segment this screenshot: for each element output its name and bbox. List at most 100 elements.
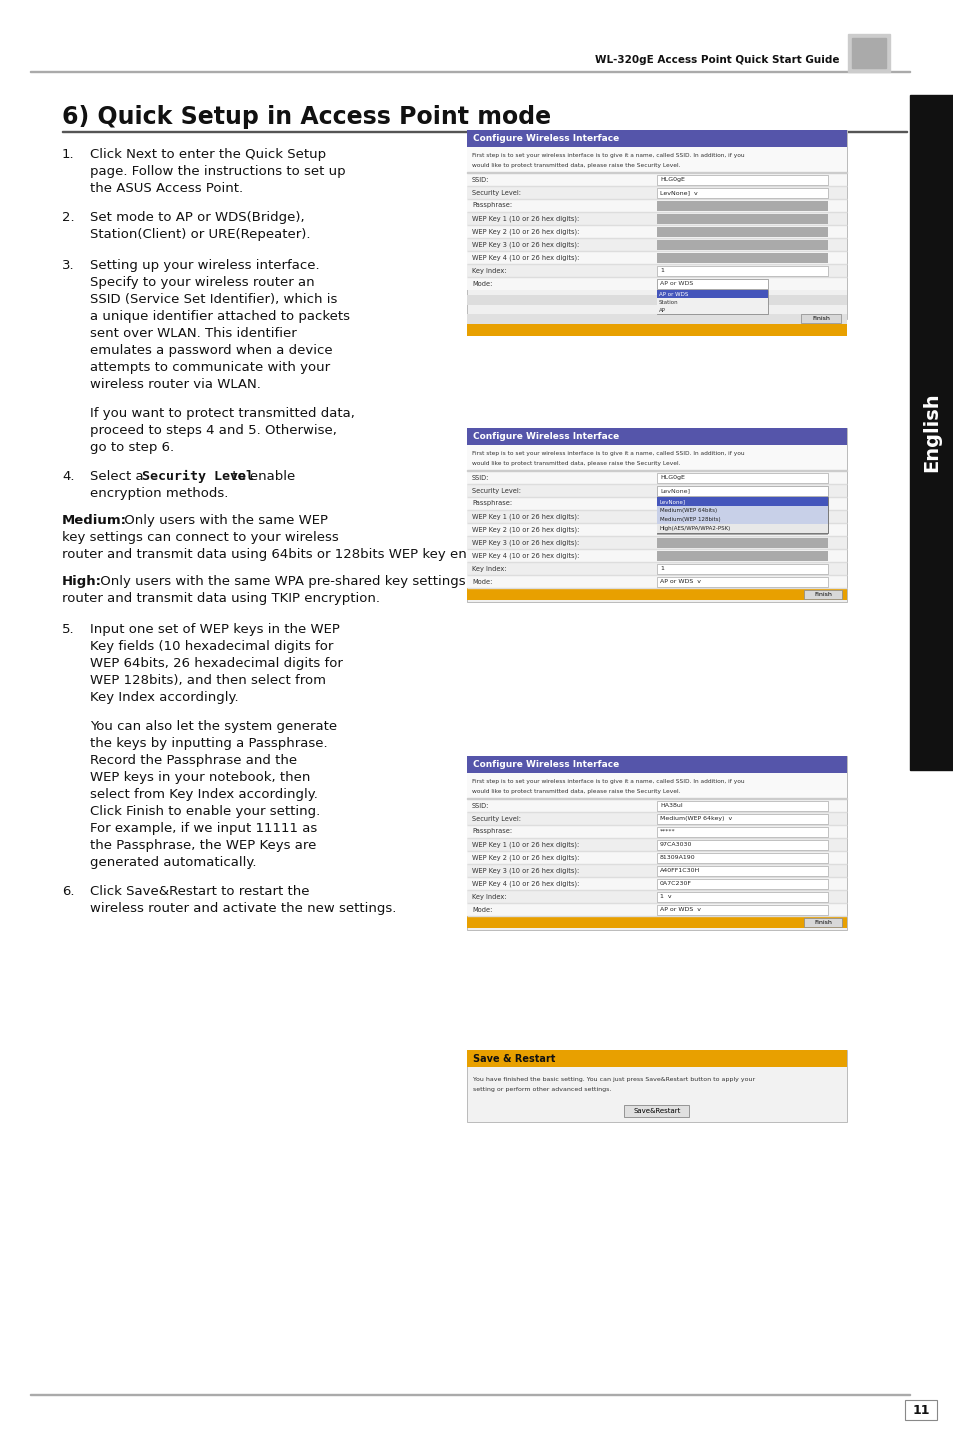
Text: Set mode to AP or WDS(Bridge),: Set mode to AP or WDS(Bridge), [90, 211, 304, 223]
Text: Key Index:: Key Index: [472, 566, 506, 571]
Text: High:: High: [62, 576, 102, 589]
Text: SSID:: SSID: [472, 802, 489, 809]
Text: Finish: Finish [813, 919, 831, 925]
Bar [467, 825, 846, 838]
Bar [657, 473, 827, 483]
Text: Mode:: Mode: [472, 281, 492, 286]
Bar [657, 291, 767, 298]
Bar [467, 212, 846, 225]
Text: Security Level:: Security Level: [472, 189, 520, 196]
Text: WEP Key 2 (10 or 26 hex digits):: WEP Key 2 (10 or 26 hex digits): [472, 855, 578, 861]
Bar [657, 306, 767, 314]
Text: Key Index:: Key Index: [472, 894, 506, 899]
Text: Click Finish to enable your setting.: Click Finish to enable your setting. [90, 805, 320, 818]
Text: 97CA3030: 97CA3030 [659, 842, 692, 846]
Bar [467, 799, 846, 812]
Bar [467, 891, 846, 904]
Bar [30, 1393, 909, 1395]
Text: 6) Quick Setup in Access Point mode: 6) Quick Setup in Access Point mode [62, 105, 551, 129]
Bar [467, 173, 846, 186]
Text: Configure Wireless Interface: Configure Wireless Interface [473, 432, 618, 441]
Bar [904, 1400, 936, 1421]
Text: wireless router via WLAN.: wireless router via WLAN. [90, 378, 260, 391]
Bar [467, 130, 846, 147]
Text: 4.: 4. [62, 470, 74, 483]
Bar [467, 863, 846, 876]
Text: Passphrase:: Passphrase: [472, 202, 512, 209]
Bar [467, 561, 846, 576]
Text: LevNone]: LevNone] [659, 498, 685, 504]
Text: Click Save&Restart to restart the: Click Save&Restart to restart the [90, 885, 309, 898]
Text: WEP Key 4 (10 or 26 hex digits):: WEP Key 4 (10 or 26 hex digits): [472, 881, 578, 886]
Bar [467, 276, 846, 291]
Bar [657, 524, 827, 534]
Text: Station: Station [659, 299, 678, 305]
Bar [467, 1050, 846, 1067]
Bar [657, 865, 827, 875]
Text: Mode:: Mode: [472, 579, 492, 584]
Text: would like to protect transmitted data, please raise the Security Level.: would like to protect transmitted data, … [472, 461, 679, 467]
Text: WEP Key 2 (10 or 26 hex digits):: WEP Key 2 (10 or 26 hex digits): [472, 526, 578, 533]
Bar [467, 497, 846, 510]
Bar [657, 577, 827, 587]
Bar [467, 904, 846, 916]
Bar [657, 200, 827, 211]
Bar [467, 295, 846, 305]
Text: If you want to protect transmitted data,: If you want to protect transmitted data, [90, 407, 355, 420]
Text: 1.: 1. [62, 147, 74, 160]
Bar [62, 130, 906, 132]
Text: AP or WDS: AP or WDS [659, 281, 693, 286]
Bar [467, 199, 846, 212]
Bar [467, 324, 846, 337]
Text: setting or perform other advanced settings.: setting or perform other advanced settin… [473, 1087, 611, 1093]
Bar [657, 291, 767, 314]
Text: WEP keys in your notebook, then: WEP keys in your notebook, then [90, 770, 310, 783]
Text: page. Follow the instructions to set up: page. Follow the instructions to set up [90, 165, 345, 178]
Bar [467, 238, 846, 251]
Bar [657, 175, 827, 185]
Bar [467, 812, 846, 825]
Text: WEP Key 1 (10 or 26 hex digits):: WEP Key 1 (10 or 26 hex digits): [472, 841, 578, 848]
Bar [467, 1050, 846, 1123]
Text: 6.: 6. [62, 885, 74, 898]
Text: Security Level:: Security Level: [472, 815, 520, 822]
Text: For example, if we input 11111 as: For example, if we input 11111 as [90, 822, 317, 835]
Bar [657, 813, 827, 823]
Bar [657, 497, 827, 533]
Bar [467, 445, 846, 471]
Text: HLG0gE: HLG0gE [659, 178, 684, 182]
Bar [467, 510, 846, 523]
Text: router and transmit data using 64bits or 128bits WEP key encryption.: router and transmit data using 64bits or… [62, 548, 525, 561]
Bar [657, 239, 827, 249]
Text: wireless router and activate the new settings.: wireless router and activate the new set… [90, 902, 395, 915]
Text: generated automatically.: generated automatically. [90, 856, 256, 869]
Bar [847, 34, 889, 72]
Text: Click Next to enter the Quick Setup: Click Next to enter the Quick Setup [90, 147, 326, 160]
Text: Select a: Select a [90, 470, 148, 483]
Bar [467, 851, 846, 863]
Text: Save&Restart: Save&Restart [633, 1108, 680, 1114]
Text: router and transmit data using TKIP encryption.: router and transmit data using TKIP encr… [62, 591, 379, 604]
Bar [657, 497, 827, 505]
Bar [803, 918, 841, 927]
Text: Record the Passphrase and the: Record the Passphrase and the [90, 755, 296, 768]
Text: WEP Key 4 (10 or 26 hex digits):: WEP Key 4 (10 or 26 hex digits): [472, 255, 578, 261]
Bar [657, 516, 827, 524]
Text: English: English [922, 392, 941, 473]
Text: the keys by inputting a Passphrase.: the keys by inputting a Passphrase. [90, 737, 327, 750]
Bar [467, 186, 846, 199]
Text: LevNone]  v: LevNone] v [659, 190, 697, 195]
Text: 0A7C230F: 0A7C230F [659, 881, 691, 886]
Bar [657, 298, 767, 306]
Text: go to step 6.: go to step 6. [90, 441, 174, 454]
Text: WEP 128bits), and then select from: WEP 128bits), and then select from [90, 674, 326, 687]
Text: proceed to steps 4 and 5. Otherwise,: proceed to steps 4 and 5. Otherwise, [90, 424, 336, 437]
Text: AP or WDS  v: AP or WDS v [659, 906, 700, 912]
Bar [467, 589, 846, 600]
Bar [909, 95, 953, 770]
Text: WEP Key 4 (10 or 26 hex digits):: WEP Key 4 (10 or 26 hex digits): [472, 553, 578, 558]
Text: WEP Key 1 (10 or 26 hex digits):: WEP Key 1 (10 or 26 hex digits): [472, 215, 578, 222]
Text: attempts to communicate with your: attempts to communicate with your [90, 361, 330, 374]
Text: WEP Key 2 (10 or 26 hex digits):: WEP Key 2 (10 or 26 hex digits): [472, 228, 578, 235]
Text: Medium(WEP 64key)  v: Medium(WEP 64key) v [659, 816, 732, 821]
